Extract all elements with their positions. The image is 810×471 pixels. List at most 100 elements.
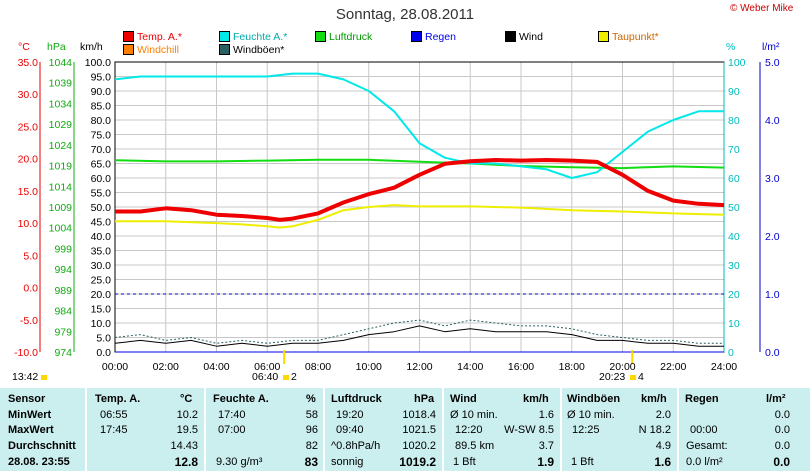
- rain-tick-label: 0.0: [765, 347, 780, 359]
- rain-max-value: 0.0: [774, 424, 790, 436]
- humidity-tick-label: 80: [728, 115, 740, 127]
- humidity-tick-label: 70: [728, 144, 740, 156]
- credit-label: © Weber Mike: [730, 3, 794, 14]
- wind-tick-label: 75.0: [91, 130, 112, 142]
- gust-unit: km/h: [641, 393, 667, 405]
- pressure-tick-label: 1034: [49, 98, 73, 110]
- temp-avg-value: 14.43: [170, 440, 198, 452]
- humidity-tick-label: 100: [728, 57, 746, 69]
- legend-item: Regen: [411, 31, 456, 44]
- pressure-tick-label: 1014: [49, 181, 73, 193]
- pressure-trend: ^0.8hPa/h: [331, 440, 381, 452]
- row-label-min: MinWert: [8, 409, 52, 421]
- wind-tick-label: 95.0: [91, 72, 112, 84]
- time-tick-label: 18:00: [559, 361, 585, 373]
- wind-tick-label: 25.0: [91, 275, 112, 287]
- gust-avg-value: 4.9: [655, 440, 671, 452]
- pressure-tick-label: 1009: [49, 202, 73, 214]
- temp-header: Temp. A.: [95, 393, 141, 405]
- pressure-unit: hPa: [414, 393, 435, 405]
- legend-swatch: [123, 31, 134, 42]
- sunrise-time: 06:40: [252, 371, 279, 383]
- temp-tick-label: 15.0: [18, 186, 39, 198]
- humidity-tick-label: 60: [728, 173, 740, 185]
- temp-current-value: 12.8: [174, 455, 198, 469]
- wind-tick-label: 20.0: [91, 289, 112, 301]
- sunset-count: 4: [638, 371, 644, 383]
- rain-total-value: 0.0: [774, 440, 790, 452]
- sun-icon: [283, 375, 289, 380]
- time-tick-label: 16:00: [508, 361, 534, 373]
- legend-swatch: [123, 44, 134, 55]
- rain-min-value: 0.0: [774, 409, 790, 421]
- row-label-max: MaxWert: [8, 424, 54, 436]
- humidity-tick-label: 50: [728, 202, 740, 214]
- time-tick-label: 04:00: [203, 361, 229, 373]
- temp-tick-label: 35.0: [18, 57, 39, 69]
- pressure-tick-label: 1029: [49, 119, 73, 131]
- time-tick-label: 24:00: [711, 361, 737, 373]
- legend-label: Luftdruck: [329, 31, 373, 43]
- rain-total-label: Gesamt:: [686, 440, 728, 452]
- temp-tick-label: 5.0: [23, 250, 38, 262]
- humidity-header: Feuchte A.: [213, 393, 269, 405]
- humidity-tick-label: 90: [728, 86, 740, 98]
- pressure-tick-label: 1039: [49, 78, 73, 90]
- wind-tick-label: 60.0: [91, 173, 112, 185]
- wind-tick-label: 85.0: [91, 101, 112, 113]
- temp-tick-label: -10.0: [14, 347, 38, 359]
- humidity-current-value: 83: [304, 455, 318, 469]
- temp-min-time: 06:55: [100, 409, 128, 421]
- wind-unit-label: km/h: [80, 41, 103, 53]
- wind-tick-label: 65.0: [91, 159, 112, 171]
- wind-tick-label: 30.0: [91, 260, 112, 272]
- legend-label: Regen: [425, 31, 456, 43]
- gust-current-value: 1.6: [654, 455, 671, 469]
- pressure-tick-label: 1004: [49, 223, 73, 235]
- sun-icon: [630, 375, 636, 380]
- pressure-header: Luftdruck: [331, 393, 382, 405]
- legend-item: Temp. A.*: [123, 31, 182, 44]
- wind-distance: 89.5 km: [455, 440, 495, 452]
- humidity-tick-label: 0: [728, 347, 734, 359]
- wind-tick-label: 90.0: [91, 86, 112, 98]
- rain-unit: l/m²: [766, 393, 786, 405]
- temp-tick-label: 25.0: [18, 121, 39, 133]
- rain-current-value: 0.0: [773, 455, 790, 469]
- pressure-tick-label: 1019: [49, 161, 73, 173]
- sunrise-left-label: 13:42: [12, 371, 39, 383]
- gust-max-time: 12:25: [572, 424, 600, 436]
- wind-tick-label: 70.0: [91, 144, 112, 156]
- pressure-avg-value: 1020.2: [402, 440, 436, 452]
- wind-beaufort: 1 Bft: [453, 456, 476, 468]
- temperature-line: [115, 158, 725, 222]
- wind-avg10-value: 1.6: [538, 409, 554, 421]
- sunrise-count: 2: [291, 371, 297, 383]
- time-tick-label: 02:00: [153, 361, 179, 373]
- rain-tick-label: 1.0: [765, 289, 780, 301]
- pressure-tick-label: 994: [54, 264, 72, 276]
- rain-tick-label: 2.0: [765, 231, 780, 243]
- wind-tick-label: 55.0: [91, 188, 112, 200]
- humidity-line: [114, 72, 724, 179]
- pressure-tick-label: 989: [54, 285, 72, 297]
- weather-chart: 35.0 30.0 25.0 20.0 15.0 10.0 5.0 0.0 -5.0 -10.0 1…: [14, 57, 780, 373]
- wind-current-value: 1.9: [537, 455, 554, 469]
- wind-unit: km/h: [523, 393, 549, 405]
- legend-swatch: [411, 31, 422, 42]
- time-tick-label: 20:00: [609, 361, 635, 373]
- humidity-tick-label: 10: [728, 318, 740, 330]
- legend-item: Windchill: [123, 44, 179, 57]
- temp-unit-label: °C: [18, 41, 30, 53]
- pressure-current-value: 1019.2: [399, 455, 436, 469]
- wind-tick-label: 40.0: [91, 231, 112, 243]
- temp-tick-label: -5.0: [20, 315, 38, 327]
- legend-item: Feuchte A.*: [219, 31, 287, 44]
- time-tick-label: 08:00: [305, 361, 331, 373]
- pressure-min-time: 19:20: [336, 409, 364, 421]
- gust-beaufort: 1 Bft: [571, 456, 594, 468]
- gust-max-value: N 18.2: [638, 424, 671, 436]
- rain-max-time: 00:00: [690, 424, 718, 436]
- row-label-sensor: Sensor: [8, 393, 46, 405]
- wind-line: [114, 325, 724, 347]
